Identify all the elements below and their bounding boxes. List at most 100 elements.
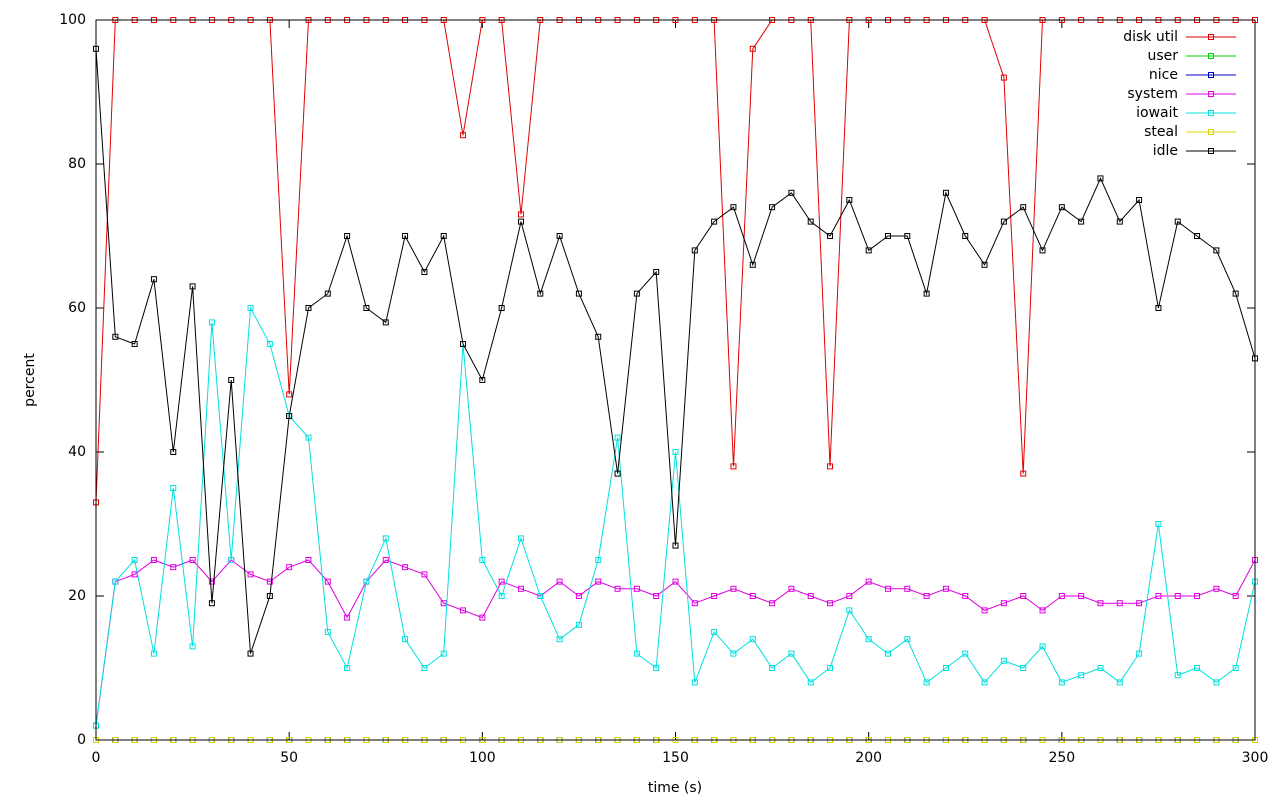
- data-point: [691, 247, 698, 254]
- data-point: [884, 650, 891, 657]
- data-point: [1097, 665, 1104, 671]
- data-point: [711, 218, 718, 225]
- data-point: [266, 578, 273, 585]
- data-point: [460, 607, 467, 614]
- data-point: [228, 557, 235, 563]
- data-point: [942, 585, 949, 592]
- data-point: [286, 413, 293, 419]
- data-point: [691, 600, 698, 607]
- data-point: [150, 557, 157, 563]
- data-point: [170, 564, 177, 571]
- data-point: [1020, 593, 1027, 599]
- data-point: [1078, 593, 1085, 599]
- data-point: [807, 218, 814, 225]
- data-point: [846, 607, 853, 614]
- data-point: [1116, 679, 1123, 686]
- data-point: [595, 333, 602, 340]
- data-point: [884, 233, 891, 239]
- data-point: [556, 578, 563, 585]
- data-point: [595, 557, 602, 563]
- data-point: [1232, 665, 1239, 671]
- y-tick-label: 100: [59, 12, 86, 28]
- x-tick-label: 150: [662, 750, 689, 766]
- legend-label: user: [1147, 48, 1178, 64]
- legend-marker: [1208, 72, 1214, 78]
- data-point: [730, 463, 737, 470]
- data-point: [1000, 657, 1007, 664]
- data-point: [711, 593, 718, 599]
- data-point: [421, 665, 428, 671]
- data-point: [479, 557, 486, 563]
- data-point: [112, 333, 119, 340]
- y-axis-label: percent: [22, 353, 38, 407]
- data-point: [1232, 290, 1239, 297]
- y-tick-label: 20: [68, 588, 86, 604]
- data-point: [189, 283, 196, 290]
- data-point: [827, 665, 834, 671]
- data-point: [208, 578, 215, 585]
- data-point: [1194, 593, 1201, 599]
- data-point: [827, 600, 834, 607]
- data-point: [904, 233, 911, 239]
- data-point: [1000, 600, 1007, 607]
- data-point: [1078, 672, 1085, 679]
- data-point: [1078, 218, 1085, 225]
- data-point: [1136, 650, 1143, 657]
- data-point: [402, 636, 409, 643]
- data-point: [1213, 679, 1220, 686]
- data-point: [653, 269, 660, 275]
- data-point: [131, 341, 138, 347]
- legend-marker: [1208, 129, 1214, 135]
- data-point: [1155, 521, 1162, 527]
- data-point: [286, 564, 293, 571]
- series: [93, 557, 1258, 729]
- data-point: [1155, 305, 1162, 311]
- series: [93, 305, 1258, 729]
- data-point: [749, 636, 756, 643]
- data-point: [1174, 593, 1181, 599]
- data-point: [730, 585, 737, 592]
- data-point: [1000, 74, 1007, 81]
- data-point: [1155, 593, 1162, 599]
- x-tick-label: 100: [469, 750, 496, 766]
- data-point: [633, 290, 640, 297]
- data-point: [962, 233, 969, 239]
- data-point: [769, 204, 776, 211]
- data-point: [517, 211, 524, 218]
- legend-label: idle: [1153, 143, 1178, 159]
- data-point: [865, 636, 872, 643]
- data-point: [1136, 197, 1143, 203]
- data-point: [1020, 665, 1027, 671]
- data-point: [730, 204, 737, 211]
- data-point: [421, 571, 428, 578]
- x-tick-label: 250: [1048, 750, 1075, 766]
- data-point: [769, 665, 776, 671]
- data-point: [749, 261, 756, 268]
- data-point: [170, 449, 177, 455]
- series: [93, 45, 1258, 657]
- data-point: [421, 269, 428, 275]
- data-point: [1194, 233, 1201, 239]
- data-point: [962, 593, 969, 599]
- data-point: [537, 290, 544, 297]
- data-point: [1136, 600, 1143, 607]
- data-point: [189, 557, 196, 563]
- data-point: [382, 319, 389, 326]
- data-point: [846, 197, 853, 203]
- data-point: [1039, 247, 1046, 254]
- data-point: [1039, 607, 1046, 614]
- data-point: [363, 578, 370, 585]
- data-point: [730, 650, 737, 657]
- series-line: [95, 19, 1255, 503]
- data-point: [904, 636, 911, 643]
- series: [93, 17, 1258, 506]
- y-tick-label: 60: [68, 300, 86, 316]
- y-tick-label: 0: [77, 732, 86, 748]
- data-point: [653, 665, 660, 671]
- data-point: [884, 585, 891, 592]
- data-point: [460, 132, 467, 139]
- legend-marker: [1208, 110, 1214, 116]
- data-point: [614, 434, 621, 441]
- data-point: [189, 643, 196, 650]
